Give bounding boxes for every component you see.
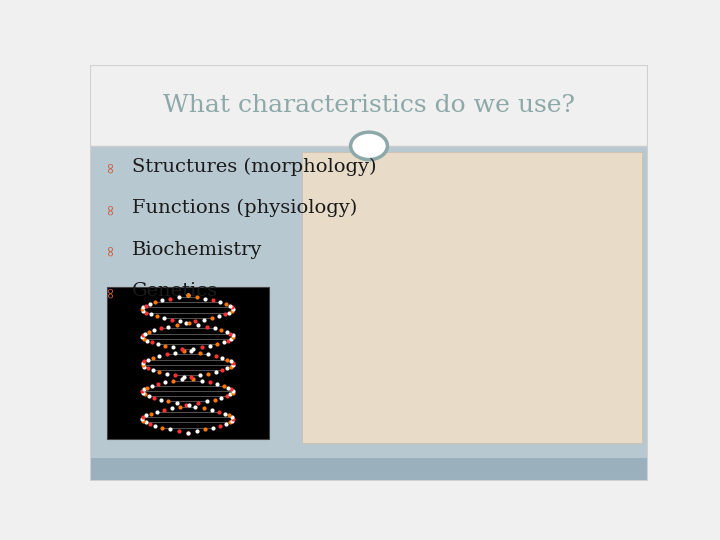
Text: Structures (morphology): Structures (morphology) (132, 158, 377, 176)
Text: Biochemistry: Biochemistry (132, 241, 262, 259)
Text: Genetics: Genetics (132, 282, 218, 300)
Bar (302, 152, 642, 443)
Text: Functions (physiology): Functions (physiology) (132, 199, 357, 218)
Text: ∞: ∞ (102, 285, 117, 298)
Text: ∞: ∞ (102, 244, 117, 256)
Bar (90, 146, 648, 458)
Bar (90, 65, 648, 146)
Text: What characteristics do we use?: What characteristics do we use? (163, 94, 575, 117)
Text: ∞: ∞ (102, 202, 117, 214)
Circle shape (351, 132, 387, 160)
Text: ∞: ∞ (102, 160, 117, 173)
Bar (107, 287, 269, 439)
Bar (90, 458, 648, 481)
